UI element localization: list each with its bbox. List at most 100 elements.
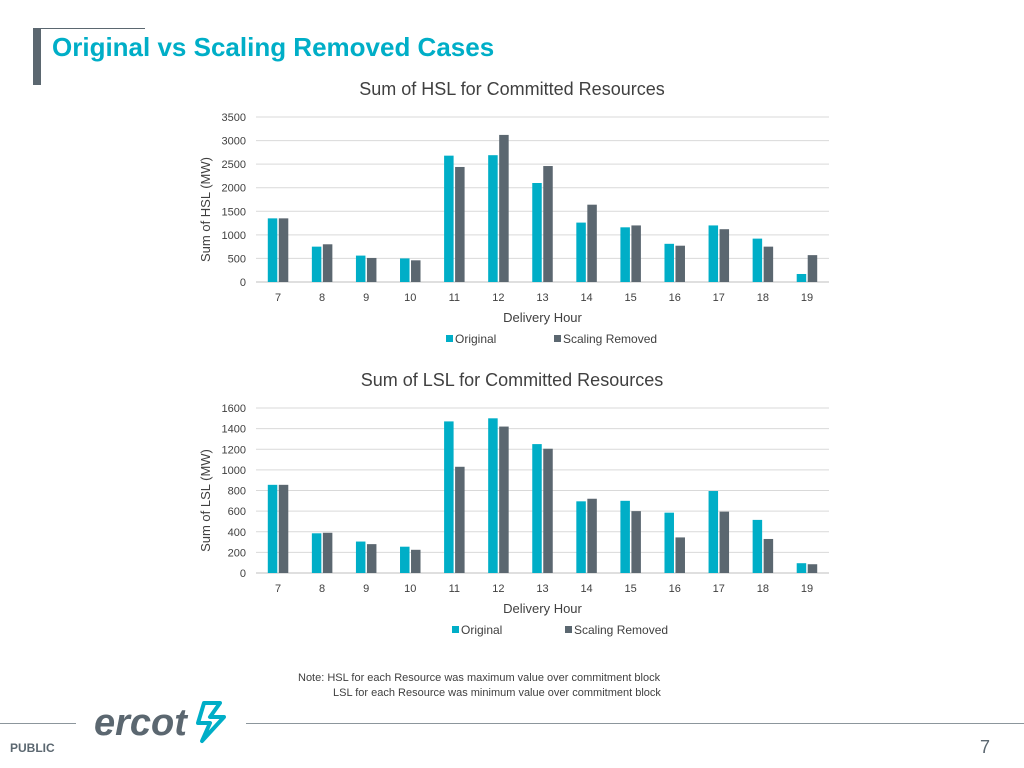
x-axis-title: Delivery Hour — [503, 310, 582, 325]
bar-scaling-removed — [719, 511, 730, 573]
x-tick-label: 15 — [625, 292, 637, 304]
note-line-lsl: LSL for each Resource was minimum value … — [333, 687, 661, 699]
y-tick-label: 400 — [228, 527, 246, 539]
y-tick-label: 500 — [228, 253, 246, 265]
bar-scaling-removed — [322, 532, 333, 573]
bar-scaling-removed — [366, 257, 377, 282]
bar-original — [708, 491, 719, 573]
x-tick-label: 16 — [669, 583, 681, 595]
y-tick-label: 0 — [240, 568, 246, 580]
bar-original — [267, 484, 278, 573]
bar-scaling-removed — [499, 426, 509, 573]
x-tick-label: 9 — [363, 292, 369, 304]
legend-swatch-original — [446, 335, 453, 342]
y-axis-title: Sum of HSL (MW) — [198, 157, 213, 262]
bar-scaling-removed — [455, 466, 465, 573]
y-tick-label: 1000 — [222, 230, 246, 242]
x-tick-label: 11 — [449, 583, 460, 595]
x-tick-label: 8 — [319, 583, 325, 595]
legend-label: Original — [455, 332, 496, 346]
ercot-logo-wordmark: ercot — [94, 702, 188, 744]
ercot-logo: ercot — [94, 701, 226, 744]
footer-rule-right — [246, 723, 1024, 724]
x-tick-label: 18 — [757, 292, 769, 304]
lsl-chart: Sum of LSL for Committed Resources 0 200 40… — [198, 370, 829, 637]
bar-scaling-removed — [587, 498, 597, 573]
x-tick-label: 7 — [275, 292, 281, 304]
y-tick-label: 800 — [228, 486, 246, 498]
bar-scaling-removed — [763, 538, 774, 573]
bar-original — [708, 225, 719, 282]
y-tick-label: 1200 — [222, 444, 246, 456]
y-tick-label: 0 — [240, 277, 246, 289]
bar-original — [400, 546, 410, 573]
x-tick-label: 17 — [713, 583, 725, 595]
bar-original — [488, 418, 498, 573]
legend-swatch-original — [452, 626, 459, 633]
bar-scaling-removed — [807, 255, 818, 282]
chart-title: Sum of HSL for Committed Resources — [359, 79, 664, 99]
page-number: 7 — [979, 737, 990, 757]
bar-original — [267, 218, 278, 282]
x-tick-label: 7 — [275, 583, 281, 595]
y-tick-label: 3500 — [222, 112, 246, 124]
x-tick-label: 17 — [713, 292, 725, 304]
title-rule — [33, 28, 145, 29]
bar-scaling-removed — [278, 218, 289, 282]
legend-swatch-scaling-removed — [554, 335, 561, 342]
legend-label: Scaling Removed — [563, 332, 657, 346]
bar-original — [752, 519, 763, 573]
chart-title: Sum of LSL for Committed Resources — [361, 370, 663, 390]
x-tick-label: 11 — [449, 292, 460, 304]
x-axis-title: Delivery Hour — [503, 601, 582, 616]
x-tick-label: 19 — [801, 583, 813, 595]
y-tick-label: 1400 — [222, 424, 246, 436]
bar-original — [444, 421, 454, 573]
x-tick-label: 10 — [404, 583, 416, 595]
bar-original — [532, 183, 542, 282]
x-tick-label: 8 — [319, 292, 325, 304]
bar-original — [796, 563, 807, 573]
x-tick-label: 16 — [669, 292, 681, 304]
y-tick-label: 2000 — [222, 183, 246, 195]
bar-original — [664, 243, 674, 282]
bar-scaling-removed — [763, 246, 774, 282]
y-tick-label: 200 — [228, 547, 246, 559]
hsl-chart: Sum of HSL for Committed Resources 0 500 10… — [198, 79, 829, 346]
x-tick-label: 19 — [801, 292, 813, 304]
bar-scaling-removed — [807, 564, 818, 573]
bar-original — [311, 533, 322, 573]
bar-original — [311, 246, 322, 282]
bar-original — [620, 500, 630, 573]
bar-original — [576, 222, 586, 282]
y-tick-label: 600 — [228, 506, 246, 518]
bar-scaling-removed — [322, 244, 333, 282]
bar-original — [752, 238, 763, 282]
chart-note: Note: HSL for each Resource was maximum … — [298, 671, 661, 701]
bar-original — [355, 541, 366, 573]
y-tick-label: 1000 — [222, 465, 246, 477]
x-tick-label: 10 — [404, 292, 416, 304]
bar-scaling-removed — [543, 448, 553, 573]
legend-label: Original — [461, 623, 502, 637]
x-tick-label: 13 — [536, 583, 548, 595]
note-line-hsl: Note: HSL for each Resource was maximum … — [298, 672, 661, 684]
y-tick-label: 1500 — [222, 206, 246, 218]
bar-scaling-removed — [675, 245, 685, 282]
x-tick-label: 14 — [580, 292, 592, 304]
x-tick-label: 12 — [492, 583, 504, 595]
bar-scaling-removed — [411, 549, 421, 573]
footer-classification: PUBLIC — [10, 741, 55, 755]
title-accent-bar — [33, 28, 41, 85]
bar-scaling-removed — [587, 204, 597, 282]
bar-original — [444, 155, 454, 282]
bar-original — [664, 512, 674, 573]
bar-original — [355, 255, 366, 282]
bar-original — [620, 227, 630, 282]
bar-scaling-removed — [675, 537, 685, 573]
bar-original — [488, 155, 498, 282]
ercot-lightning-icon — [196, 701, 226, 743]
footer-rule-left — [0, 723, 76, 724]
x-tick-label: 14 — [580, 583, 592, 595]
x-tick-label: 15 — [625, 583, 637, 595]
